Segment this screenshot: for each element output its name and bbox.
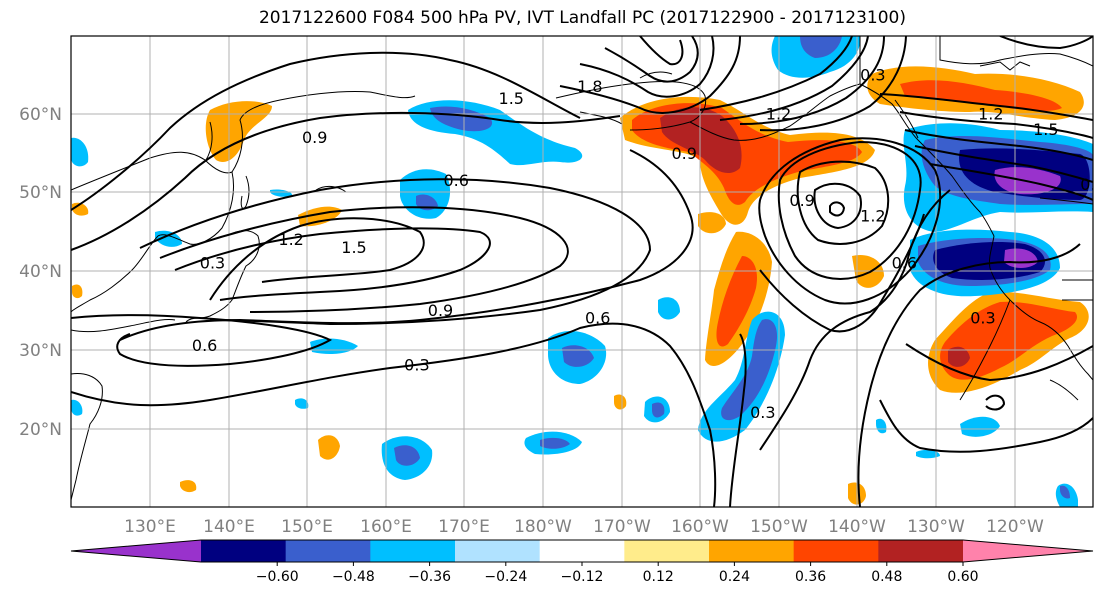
contour-label: 1.5 <box>1033 120 1058 139</box>
colorbar-tick-label: −0.60 <box>256 569 299 585</box>
shading-layer <box>71 36 1093 507</box>
colorbar-tick-label: 0.12 <box>643 569 674 585</box>
lat-tick-label: 20°N <box>19 420 62 440</box>
contour-label: 1.8 <box>577 77 602 96</box>
positive-anomaly <box>180 480 197 493</box>
map-body: 0.9 1.5 1.8 1.2 0.3 0.6 1.2 1.5 0.3 0.9 0.6 0.6 0.3 0… <box>71 36 1105 507</box>
lat-tick-label: 50°N <box>19 183 62 203</box>
positive-anomaly <box>948 346 970 367</box>
contour-label: 0.6 <box>443 171 468 190</box>
contour-label: 0.9 <box>428 301 453 320</box>
pv-contours <box>71 36 1093 507</box>
contour-label: 1.2 <box>278 230 303 249</box>
colorbar-segment <box>539 540 625 562</box>
colorbar-segment <box>201 540 287 562</box>
negative-anomaly <box>394 445 420 466</box>
colorbar-labels: −0.60 −0.48 −0.36 −0.24 −0.12 0.12 0.24 0.36 0.4… <box>256 562 979 585</box>
contour-label: 1.2 <box>978 105 1003 124</box>
colorbar-extend-low <box>71 540 201 562</box>
colorbar-segment <box>878 540 964 562</box>
contour-label: 0.9 <box>671 144 696 163</box>
negative-anomaly <box>430 106 493 132</box>
positive-anomaly <box>614 394 627 410</box>
negative-anomaly <box>916 449 940 459</box>
negative-anomaly <box>1060 485 1070 499</box>
map-frame <box>70 35 1094 508</box>
colorbar-segment <box>793 540 879 562</box>
lat-tick-label: 30°N <box>19 341 62 361</box>
colorbar-segment <box>370 540 456 562</box>
contour-labels: 0.9 1.5 1.8 1.2 0.3 0.6 1.2 1.5 0.3 0.9 0.6 0.6 0.3 0… <box>192 65 1105 422</box>
positive-anomaly <box>318 435 340 460</box>
positive-anomaly <box>205 101 272 162</box>
negative-anomaly <box>658 297 680 320</box>
negative-anomaly <box>876 418 887 434</box>
contour-label: 0.6 <box>892 254 917 273</box>
lon-tick-label: 170°E <box>438 517 490 537</box>
contour-label: 0.9 <box>789 191 814 210</box>
negative-anomaly <box>295 398 309 409</box>
contour-label: 0.6 <box>585 309 610 328</box>
colorbar-extend-high <box>963 540 1093 562</box>
contour-label: 0.3 <box>860 65 885 84</box>
contour-label: 1.2 <box>766 105 791 124</box>
negative-anomaly <box>562 345 594 367</box>
lon-tick-label: 130°W <box>907 517 965 537</box>
positive-anomaly <box>698 212 726 234</box>
negative-anomaly <box>800 36 842 58</box>
colorbar-tick-label: 0.48 <box>871 569 902 585</box>
contour-label: 0.3 <box>200 254 225 273</box>
colorbar-tick-label: 0.24 <box>719 569 750 585</box>
longitude-labels: 130°E 140°E 150°E 160°E 170°E 180°W 170°… <box>124 517 1044 537</box>
positive-anomaly <box>72 284 83 299</box>
contour-label: 0.9 <box>302 128 327 147</box>
lon-tick-label: 150°W <box>750 517 808 537</box>
map-title: 2017122600 F084 500 hPa PV, IVT Landfall… <box>258 8 906 28</box>
colorbar-tick-label: −0.48 <box>332 569 375 585</box>
positive-anomaly <box>940 301 1078 380</box>
lon-tick-label: 180°W <box>514 517 572 537</box>
contour-label: 1.2 <box>860 207 885 226</box>
colorbar-tick-label: 0.60 <box>947 569 978 585</box>
colorbar-segment <box>285 540 371 562</box>
contour-label: 1.5 <box>341 238 366 257</box>
negative-anomaly <box>270 189 293 197</box>
negative-anomaly <box>71 399 83 416</box>
contour-label: 1.5 <box>499 89 524 108</box>
negative-anomaly <box>721 319 778 421</box>
contour-label: 0.9 <box>1080 175 1105 194</box>
contour-label: 0.3 <box>970 309 995 328</box>
lon-tick-label: 170°W <box>593 517 651 537</box>
colorbar-segment <box>709 540 795 562</box>
lon-tick-label: 160°W <box>671 517 729 537</box>
colorbar-tick-label: −0.12 <box>561 569 604 585</box>
latitude-labels: 60°N 50°N 40°N 30°N 20°N <box>19 105 62 440</box>
lon-tick-label: 160°E <box>360 517 412 537</box>
negative-anomaly <box>960 416 1000 437</box>
lon-tick-label: 140°W <box>828 517 886 537</box>
contour-label: 0.3 <box>750 403 775 422</box>
colorbar-outline <box>70 539 1094 563</box>
contour-label: 0.3 <box>404 356 429 375</box>
colorbar <box>70 539 1094 563</box>
negative-anomaly <box>540 437 570 449</box>
positive-anomaly <box>660 107 742 174</box>
negative-anomaly <box>71 137 89 167</box>
positive-anomaly <box>716 256 758 347</box>
lat-tick-label: 60°N <box>19 105 62 125</box>
colorbar-tick-label: −0.36 <box>408 569 451 585</box>
lat-tick-label: 40°N <box>19 262 62 282</box>
colorbar-tick-label: −0.24 <box>484 569 527 585</box>
contour-label: 0.6 <box>192 336 217 355</box>
lon-tick-label: 150°E <box>281 517 333 537</box>
positive-anomaly <box>900 80 1062 112</box>
colorbar-segment <box>455 540 541 562</box>
negative-anomaly <box>652 402 665 418</box>
colorbar-segment <box>624 540 710 562</box>
lon-tick-label: 130°E <box>124 517 176 537</box>
lon-tick-label: 140°E <box>203 517 255 537</box>
lon-tick-label: 120°W <box>986 517 1044 537</box>
colorbar-tick-label: 0.36 <box>795 569 826 585</box>
